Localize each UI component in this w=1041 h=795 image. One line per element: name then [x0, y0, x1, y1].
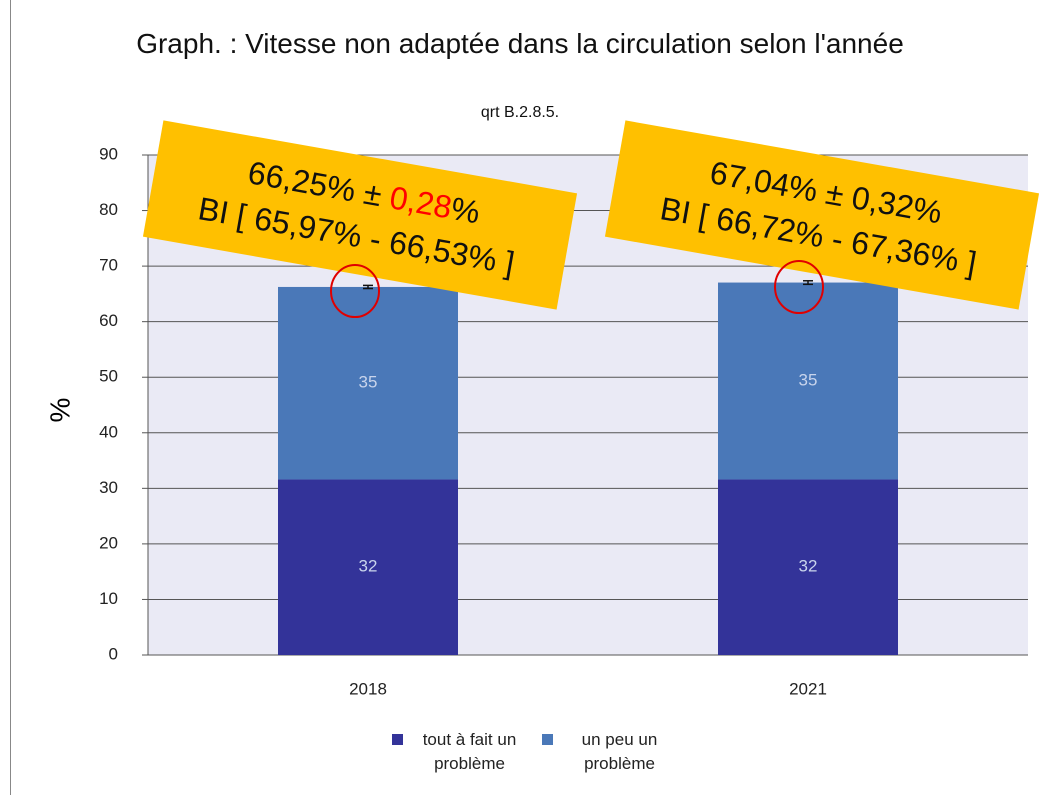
data-label: 35: [799, 370, 818, 389]
y-tick-label: 90: [99, 144, 118, 163]
y-tick-label: 10: [99, 589, 118, 608]
y-tick-label: 60: [99, 311, 118, 330]
legend-item: tout à fait un problème: [392, 728, 542, 776]
annotation-highlight: 0,28: [387, 179, 455, 226]
legend-label: tout à fait un problème: [422, 730, 517, 773]
data-label: 35: [359, 373, 378, 392]
data-label: 32: [359, 557, 378, 576]
x-tick-label: 2021: [789, 679, 827, 698]
y-tick-label: 70: [99, 256, 118, 275]
y-tick-label: 0: [109, 644, 118, 663]
y-axis-label: %: [44, 398, 75, 423]
x-tick-label: 2018: [349, 679, 387, 698]
legend-label: un peu un problème: [581, 730, 658, 773]
legend-swatch: [542, 734, 553, 745]
bar-segment: [278, 286, 458, 480]
y-tick-label: 80: [99, 200, 118, 219]
y-tick-label: 30: [99, 478, 118, 497]
legend-item: un peu un problème: [542, 728, 692, 776]
legend-swatch: [392, 734, 403, 745]
y-tick-label: 20: [99, 533, 118, 552]
chart-frame: [10, 0, 1041, 795]
data-label: 32: [799, 557, 818, 576]
bar-segment: [718, 282, 898, 480]
legend: tout à fait un problème un peu un problèm…: [392, 728, 692, 776]
y-tick-label: 50: [99, 367, 118, 386]
bar-segment: [718, 479, 898, 655]
y-tick-label: 40: [99, 422, 118, 441]
bar-segment: [278, 479, 458, 655]
chart-subtitle: qrt B.2.8.5.: [480, 104, 560, 121]
chart-title: Graph. : Vitesse non adaptée dans la cir…: [136, 28, 904, 59]
annotation-text: %: [448, 190, 483, 231]
